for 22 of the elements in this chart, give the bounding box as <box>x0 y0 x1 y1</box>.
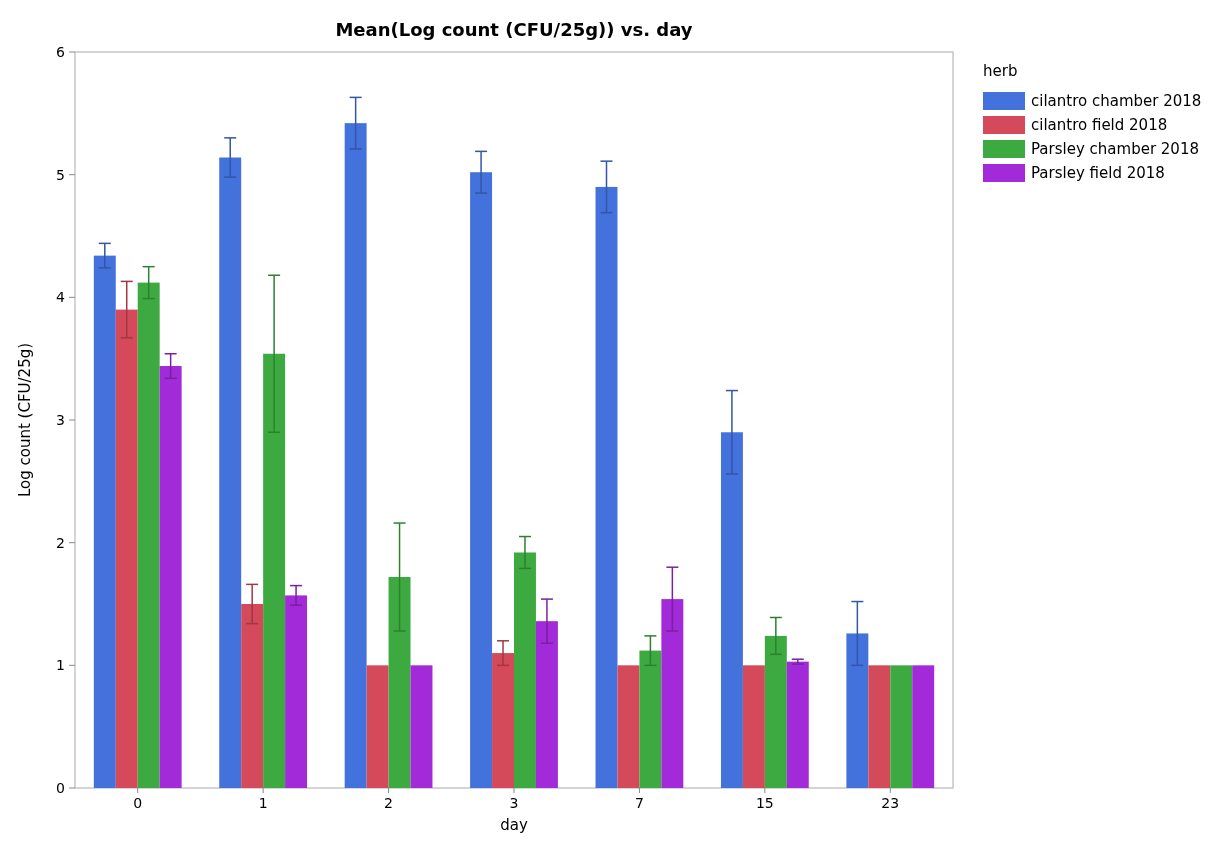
y-axis-title: Log count (CFU/25g) <box>16 342 34 498</box>
y-tick-label: 2 <box>56 534 65 551</box>
y-tick-label: 6 <box>56 43 66 60</box>
x-tick-label: 7 <box>634 795 644 811</box>
legend-label: Parsley chamber 2018 <box>1031 140 1200 158</box>
y-tick-label: 3 <box>56 411 65 428</box>
x-tick-label: 2 <box>384 795 394 811</box>
y-tick-label: 0 <box>56 779 65 796</box>
x-tick-label: 1 <box>258 795 268 811</box>
legend-label: cilantro chamber 2018 <box>1031 92 1202 110</box>
y-tick-label: 1 <box>56 657 65 674</box>
legend-label: cilantro field 2018 <box>1031 116 1168 134</box>
x-tick-label: 0 <box>133 795 143 811</box>
x-axis-title: day <box>500 816 528 834</box>
x-tick-label: 23 <box>881 795 900 811</box>
x-tick-label: 15 <box>755 795 774 811</box>
y-tick-label: 4 <box>56 289 66 306</box>
chart-title: Mean(Log count (CFU/25g)) vs. day <box>335 19 693 40</box>
x-tick-label: 3 <box>509 795 519 811</box>
y-tick-label: 5 <box>56 166 65 183</box>
legend-title: herb <box>983 62 1018 80</box>
legend-label: Parsley field 2018 <box>1031 164 1165 182</box>
